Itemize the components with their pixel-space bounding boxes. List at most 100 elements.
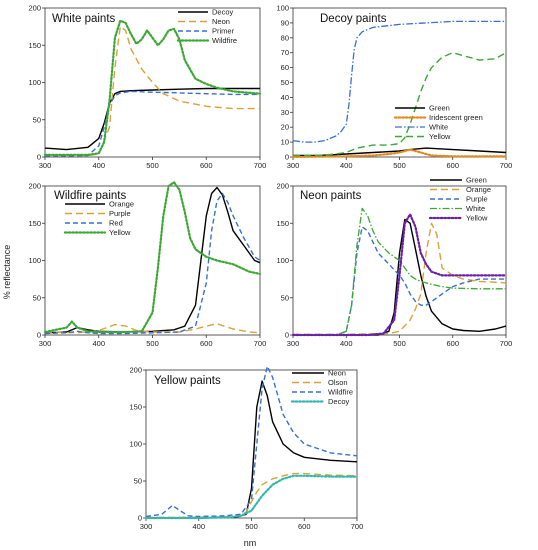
series-line-yellow	[43, 181, 262, 334]
legend-label: Red	[109, 219, 123, 228]
series-line-neon	[45, 25, 260, 157]
y-tick-label: 100	[129, 440, 142, 449]
y-tick-label: 50	[33, 293, 41, 302]
series-line-iridescent-green	[291, 148, 508, 159]
x-tick-label: 700	[351, 522, 364, 531]
series-line-yellow	[293, 52, 507, 157]
legend-label: White	[466, 204, 485, 213]
x-tick-label: 300	[140, 522, 153, 531]
series-line-wildfire	[43, 19, 262, 156]
legend-label: White	[429, 123, 448, 132]
y-tick-label: 80	[281, 33, 289, 42]
x-tick-label: 500	[393, 161, 406, 170]
legend-label: Orange	[109, 200, 134, 209]
x-axis-label: nm	[244, 538, 257, 548]
y-tick-label: 0	[37, 153, 41, 162]
x-tick-label: 700	[254, 339, 267, 348]
legend-label: Iridescent green	[429, 113, 483, 122]
legend-label: Green	[429, 104, 450, 113]
series-line-orange	[44, 186, 261, 334]
y-tick-label: 90	[281, 18, 289, 27]
legend-label: Purple	[109, 209, 131, 218]
x-tick-label: 300	[287, 339, 300, 348]
series-line-red	[44, 192, 261, 335]
legend-label: Yellow	[109, 228, 131, 237]
x-tick-label: 300	[39, 161, 52, 170]
y-axis-label: % reflectance	[2, 245, 12, 300]
legend-label: Decoy	[212, 8, 234, 17]
series-line-orange	[293, 222, 507, 335]
y-tick-label: 150	[28, 41, 41, 50]
series-line-wildfire	[145, 365, 358, 518]
panel-title: Decoy paints	[320, 13, 387, 25]
y-tick-label: 0	[138, 514, 142, 523]
y-tick-label: 100	[276, 256, 289, 265]
panel-title: White paints	[52, 13, 116, 25]
y-tick-label: 150	[28, 219, 41, 228]
y-tick-label: 50	[281, 293, 289, 302]
y-tick-label: 0	[37, 331, 41, 340]
x-tick-label: 700	[500, 339, 513, 348]
x-tick-label: 600	[446, 161, 459, 170]
x-tick-label: 600	[200, 339, 213, 348]
legend-label: Neon	[212, 17, 230, 26]
x-tick-label: 400	[340, 339, 353, 348]
y-tick-label: 20	[281, 123, 289, 132]
x-tick-label: 600	[200, 161, 213, 170]
x-tick-label: 700	[254, 161, 267, 170]
series-line-decoy	[44, 87, 260, 151]
y-tick-label: 30	[281, 108, 289, 117]
legend-label: Primer	[212, 27, 235, 36]
x-tick-label: 700	[500, 161, 513, 170]
x-tick-label: 500	[245, 522, 258, 531]
y-tick-label: 0	[285, 331, 289, 340]
legend-label: Purple	[466, 195, 488, 204]
y-tick-label: 150	[129, 403, 142, 412]
legend-label: Decoy	[328, 397, 350, 406]
y-tick-label: 60	[281, 63, 289, 72]
y-tick-label: 200	[28, 4, 41, 13]
legend-label: Wildfire	[328, 388, 353, 397]
x-tick-label: 400	[192, 522, 205, 531]
x-tick-label: 400	[340, 161, 353, 170]
series-line-white	[292, 20, 506, 143]
y-tick-label: 200	[129, 366, 142, 375]
y-tick-label: 100	[276, 4, 289, 13]
legend-label: Orange	[466, 185, 491, 194]
y-tick-label: 0	[285, 153, 289, 162]
legend-label: Olson	[328, 378, 348, 387]
y-tick-label: 70	[281, 48, 289, 57]
series-line-primer	[44, 90, 260, 157]
x-tick-label: 500	[146, 339, 159, 348]
y-tick-label: 50	[134, 477, 142, 486]
x-tick-label: 600	[298, 522, 311, 531]
y-tick-label: 50	[33, 115, 41, 124]
series-line-white	[293, 207, 506, 336]
legend-label: Green	[466, 176, 487, 185]
panel-title: Neon paints	[300, 190, 362, 202]
series-line-decoy	[144, 474, 359, 520]
y-tick-label: 200	[276, 182, 289, 191]
x-tick-label: 300	[39, 339, 52, 348]
series-line-green	[293, 218, 507, 336]
legend-label: Wildfire	[212, 36, 237, 45]
x-tick-label: 400	[92, 161, 105, 170]
legend-label: Neon	[328, 369, 346, 378]
y-tick-label: 150	[276, 219, 289, 228]
series-line-yellow	[291, 213, 508, 337]
x-tick-label: 600	[446, 339, 459, 348]
x-tick-label: 500	[146, 161, 159, 170]
panel-title: Yellow paints	[154, 375, 221, 387]
y-tick-label: 10	[281, 138, 289, 147]
plot-frame-1	[292, 7, 507, 158]
x-tick-label: 500	[393, 339, 406, 348]
panel-title: Wildfire paints	[54, 190, 126, 202]
y-tick-label: 40	[281, 93, 289, 102]
y-tick-label: 100	[28, 256, 41, 265]
legend-label: Yellow	[466, 214, 488, 223]
y-tick-label: 50	[281, 78, 289, 87]
legend-label: Yellow	[429, 132, 451, 141]
y-tick-label: 200	[28, 182, 41, 191]
y-tick-label: 100	[28, 78, 41, 87]
